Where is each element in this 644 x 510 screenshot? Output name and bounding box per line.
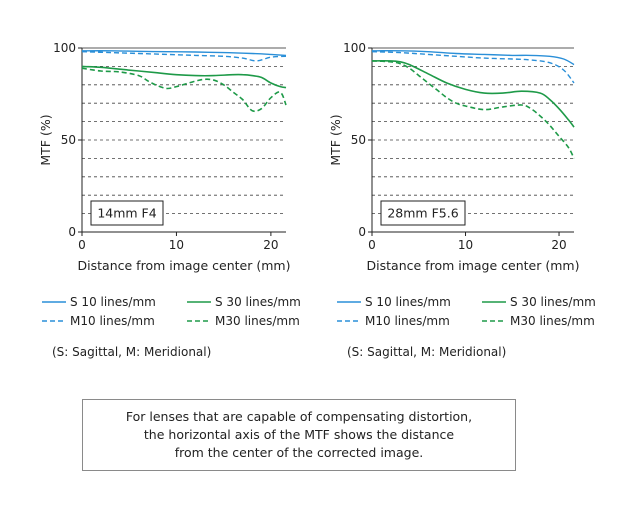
- series-line-s10: [371, 50, 575, 66]
- y-tick-label: 100: [343, 41, 366, 55]
- legend-label-s30: S 30 lines/mm: [510, 295, 596, 309]
- chart-panel-1: 0 50 100 0 10 20 Distance from image center (m…: [38, 41, 301, 359]
- x-tick-label: 10: [458, 238, 473, 252]
- x-tick-label: 10: [169, 238, 184, 252]
- legend-note: (S: Sagittal, M: Meridional): [347, 345, 506, 359]
- series-line-s30: [371, 60, 575, 128]
- series-line-m30: [371, 60, 575, 159]
- inset-label-box: [90, 200, 164, 226]
- footnote-box: For lenses that are capable of compensat…: [82, 399, 516, 471]
- inset-label: 28mm F5.6: [387, 206, 458, 221]
- legend-label-m30: M30 lines/mm: [215, 314, 300, 328]
- legend-label-m30: M30 lines/mm: [510, 314, 595, 328]
- x-axis-label: Distance from image center (mm): [367, 258, 580, 273]
- legend-label-s10: S 10 lines/mm: [70, 295, 156, 309]
- inset-label-box: [380, 200, 466, 226]
- series-line-m10: [371, 51, 575, 84]
- x-tick-label: 20: [551, 238, 566, 252]
- x-tick-label: 20: [263, 238, 278, 252]
- y-axis-label: MTF (%): [38, 114, 53, 165]
- series-line-s10: [81, 50, 287, 57]
- y-axis-label: MTF (%): [328, 114, 343, 165]
- inset-label: 14mm F4: [97, 206, 156, 221]
- footnote-text: For lenses that are capable of compensat…: [125, 409, 473, 460]
- y-tick-label: 0: [358, 225, 366, 239]
- y-tick-label: 100: [53, 41, 76, 55]
- y-tick-label: 50: [351, 133, 366, 147]
- legend-note: (S: Sagittal, M: Meridional): [52, 345, 211, 359]
- legend-label-s10: S 10 lines/mm: [365, 295, 451, 309]
- x-tick-label: 0: [78, 238, 86, 252]
- series-line-m30: [81, 67, 287, 113]
- legend-label-s30: S 30 lines/mm: [215, 295, 301, 309]
- legend-label-m10: M10 lines/mm: [365, 314, 450, 328]
- x-tick-label: 0: [368, 238, 376, 252]
- chart-panel-2: 0 50 100 0 10 20 Distance from image center (m…: [328, 41, 596, 359]
- y-tick-label: 0: [68, 225, 76, 239]
- y-tick-label: 50: [61, 133, 76, 147]
- series-line-s30: [81, 65, 287, 89]
- legend-label-m10: M10 lines/mm: [70, 314, 155, 328]
- series-line-m10: [81, 51, 287, 62]
- x-axis-label: Distance from image center (mm): [78, 258, 291, 273]
